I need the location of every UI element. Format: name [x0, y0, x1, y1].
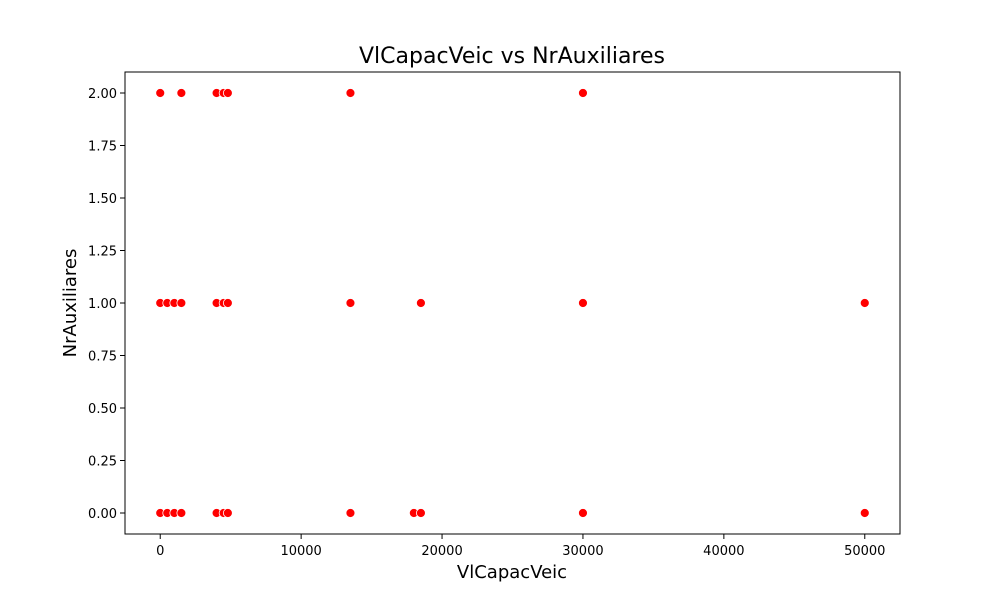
data-point	[345, 508, 356, 518]
x-tick-label: 50000	[844, 544, 885, 559]
x-tick-label: 0	[156, 544, 164, 559]
data-point	[345, 88, 356, 98]
data-point	[222, 508, 233, 518]
y-tick-label: 0.25	[88, 455, 117, 470]
y-tick-label: 1.75	[88, 140, 117, 155]
x-axis-ticks: 0 10000 20000 30000 40000 50000	[156, 534, 885, 559]
data-point	[859, 298, 870, 308]
data-points	[155, 88, 870, 518]
x-tick-label: 20000	[421, 544, 462, 559]
y-tick-label: 1.50	[88, 192, 117, 207]
plot-frame	[124, 71, 901, 535]
y-tick-label: 1.25	[88, 245, 117, 260]
y-axis-label: NrAuxiliares	[60, 249, 81, 358]
data-point	[345, 298, 356, 308]
data-point	[222, 88, 233, 98]
x-tick-label: 40000	[703, 544, 744, 559]
data-point	[176, 88, 187, 98]
data-point	[578, 298, 588, 308]
data-point	[222, 298, 233, 308]
y-tick-label: 2.00	[88, 87, 117, 102]
y-tick-label: 0.50	[88, 402, 117, 417]
data-point	[176, 298, 187, 308]
data-point	[859, 508, 870, 518]
data-point	[416, 508, 426, 518]
data-point	[155, 88, 166, 98]
data-point	[416, 298, 426, 308]
y-axis-ticks: 0.00 0.25 0.50 0.75 1.00 1.25 1.50 1.75 2.00	[88, 87, 125, 522]
data-point	[176, 508, 187, 518]
y-tick-label: 0.75	[88, 350, 117, 365]
chart-title: VlCapacVeic vs NrAuxiliares	[359, 44, 665, 69]
x-tick-label: 30000	[562, 544, 603, 559]
x-tick-label: 10000	[280, 544, 321, 559]
data-point	[578, 88, 588, 98]
y-tick-label: 1.00	[88, 297, 117, 312]
y-tick-label: 0.00	[88, 507, 117, 522]
x-axis-label: VlCapacVeic	[457, 562, 567, 583]
data-point	[578, 508, 588, 518]
